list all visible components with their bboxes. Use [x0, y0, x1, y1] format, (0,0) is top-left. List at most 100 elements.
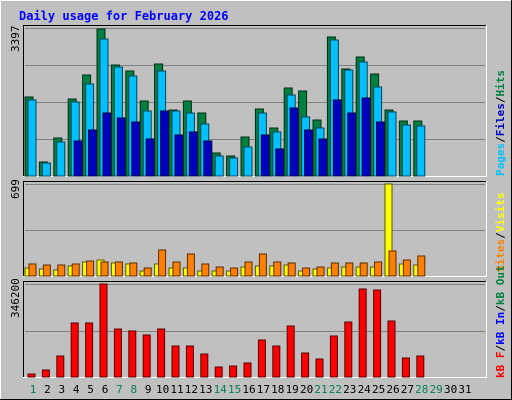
- legend-sites: Sites: [494, 239, 507, 272]
- chart-title: Daily usage for February 2026: [19, 9, 229, 23]
- day-label-19: 19: [286, 383, 299, 396]
- bar-kb-f-day-28: [416, 355, 425, 378]
- legend-visits: Visits: [494, 193, 507, 233]
- bar-kb-f-day-19: [286, 325, 295, 378]
- bar-sites-day-14: [215, 266, 224, 277]
- bar-kb-f-day-27: [401, 357, 410, 378]
- day-label-18: 18: [271, 383, 284, 396]
- bar-sites-day-22: [330, 262, 339, 277]
- day-label-3: 3: [58, 383, 65, 396]
- bar-pages-day-20: [304, 129, 314, 177]
- bar-files-day-3: [56, 141, 66, 177]
- bar-kb-f-day-4: [70, 322, 79, 378]
- day-label-13: 13: [199, 383, 212, 396]
- bar-sites-day-9: [143, 267, 152, 277]
- bar-files-day-28: [416, 125, 426, 177]
- bar-pages-day-9: [145, 138, 155, 177]
- bar-kb-f-day-26: [387, 320, 396, 378]
- kbytes-max-label: 346200: [9, 278, 22, 318]
- day-label-8: 8: [130, 383, 137, 396]
- day-label-12: 12: [185, 383, 198, 396]
- bar-pages-day-22: [332, 99, 342, 177]
- bar-sites-day-18: [273, 261, 282, 277]
- bar-sites-day-16: [244, 261, 253, 277]
- day-label-9: 9: [145, 383, 152, 396]
- legend-kb-f: kB F: [494, 352, 507, 379]
- bar-pages-day-6: [102, 112, 112, 177]
- bar-sites-day-8: [129, 262, 138, 277]
- bar-kb-f-day-8: [128, 330, 137, 378]
- day-label-24: 24: [358, 383, 372, 396]
- bar-sites-day-10: [158, 249, 167, 277]
- bar-pages-day-5: [88, 129, 98, 177]
- bar-kb-f-day-20: [301, 352, 310, 378]
- legend-sep: /: [494, 96, 507, 103]
- bar-sites-day-4: [71, 263, 80, 277]
- bar-files-day-27: [401, 124, 411, 177]
- bar-files-day-14: [214, 155, 224, 177]
- day-label-21: 21: [314, 383, 327, 396]
- bar-pages-day-23: [347, 112, 357, 177]
- legend-kb-in: kB In: [494, 312, 507, 345]
- bar-files-day-16: [243, 146, 253, 177]
- day-label-11: 11: [170, 383, 183, 396]
- bar-kb-f-day-16: [243, 362, 252, 378]
- bar-sites-day-5: [86, 260, 95, 277]
- bar-sites-day-21: [316, 266, 325, 277]
- bar-kb-f-day-3: [56, 355, 65, 378]
- bar-kb-f-day-9: [142, 334, 151, 378]
- bar-pages-day-7: [116, 117, 126, 177]
- bar-sites-day-28: [417, 255, 426, 277]
- day-label-15: 15: [228, 383, 241, 396]
- bar-pages-day-17: [260, 134, 270, 177]
- day-label-5: 5: [87, 383, 94, 396]
- bar-kb-f-day-13: [200, 353, 209, 378]
- bar-sites-day-17: [258, 253, 267, 277]
- legend-kb-out: kB Out: [494, 265, 507, 305]
- bar-kb-f-day-12: [185, 345, 194, 378]
- bar-sites-day-26: [388, 250, 397, 277]
- bar-kb-f-day-18: [272, 345, 281, 378]
- bar-kb-f-day-15: [229, 365, 238, 378]
- bar-kb-f-day-1: [27, 373, 36, 378]
- bar-sites-day-25: [374, 261, 383, 277]
- day-label-28: 28: [415, 383, 428, 396]
- day-label-23: 23: [343, 383, 356, 396]
- bar-kb-f-day-14: [214, 366, 223, 378]
- bar-files-day-2: [41, 162, 51, 177]
- bar-sites-day-12: [186, 253, 195, 277]
- bar-kb-f-day-7: [113, 328, 122, 378]
- bar-kb-f-day-17: [257, 339, 266, 378]
- legend-pages: Pages: [494, 143, 507, 176]
- bar-sites-day-24: [359, 262, 368, 277]
- bar-sites-day-13: [201, 263, 210, 277]
- day-label-30: 30: [444, 383, 457, 396]
- bar-kb-f-day-21: [315, 358, 324, 378]
- panel-kbytes: [23, 281, 487, 378]
- day-label-14: 14: [214, 383, 228, 396]
- bar-sites-day-6: [100, 261, 109, 277]
- bar-kb-f-day-5: [85, 322, 94, 378]
- day-label-31: 31: [458, 383, 471, 396]
- bar-kb-f-day-2: [41, 369, 50, 378]
- bar-sites-day-27: [402, 259, 411, 277]
- day-label-10: 10: [156, 383, 169, 396]
- day-label-22: 22: [329, 383, 342, 396]
- visits-max-label: 699: [9, 179, 22, 199]
- bar-sites-day-7: [114, 261, 123, 277]
- bar-sites-day-15: [230, 267, 239, 277]
- day-label-2: 2: [44, 383, 51, 396]
- bar-files-day-26: [387, 111, 397, 177]
- bar-files-day-1: [27, 99, 37, 177]
- legend-sep: /: [494, 305, 507, 312]
- bar-kb-f-day-6: [99, 283, 108, 378]
- day-label-25: 25: [372, 383, 385, 396]
- legend-sep: /: [494, 232, 507, 239]
- bar-kb-f-day-23: [344, 321, 353, 378]
- bar-sites-day-20: [302, 267, 311, 277]
- bar-kb-f-day-25: [373, 289, 382, 378]
- bar-sites-day-11: [172, 261, 181, 277]
- day-label-4: 4: [73, 383, 80, 396]
- day-label-26: 26: [386, 383, 399, 396]
- legend-kbytes: kB F/kB In/kB Out: [494, 265, 507, 378]
